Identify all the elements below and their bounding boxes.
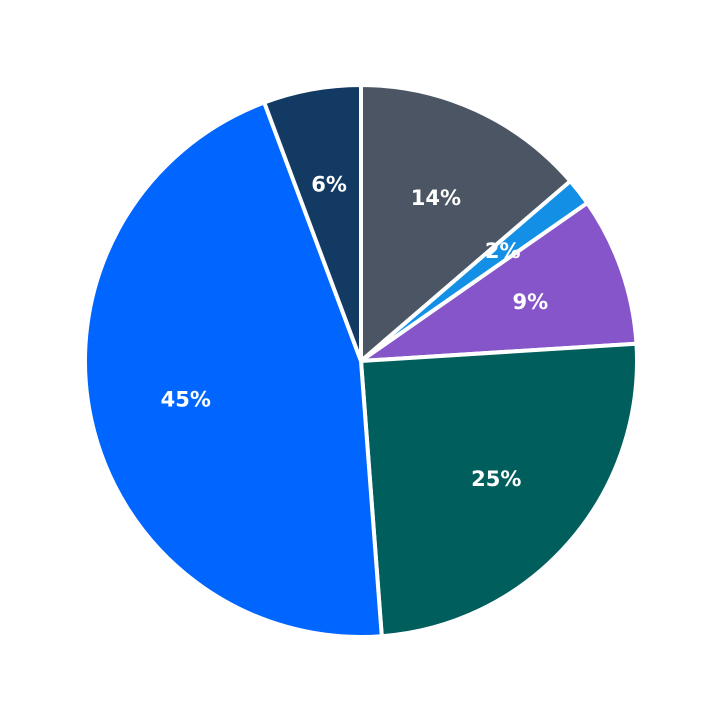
pie-slice-3 [359, 341, 639, 639]
pie-slice-5 [262, 83, 363, 363]
slice-label-1: 2% [485, 239, 521, 263]
pie-slice-2 [359, 201, 639, 363]
slice-label-2: 9% [513, 290, 549, 314]
pie-slice-4 [83, 100, 384, 639]
slice-label-5: 6% [311, 172, 347, 196]
slice-label-3: 25% [471, 467, 521, 491]
slice-label-0: 14% [411, 186, 461, 210]
slice-label-4: 45% [161, 388, 211, 412]
pie-slice-0 [359, 83, 573, 363]
